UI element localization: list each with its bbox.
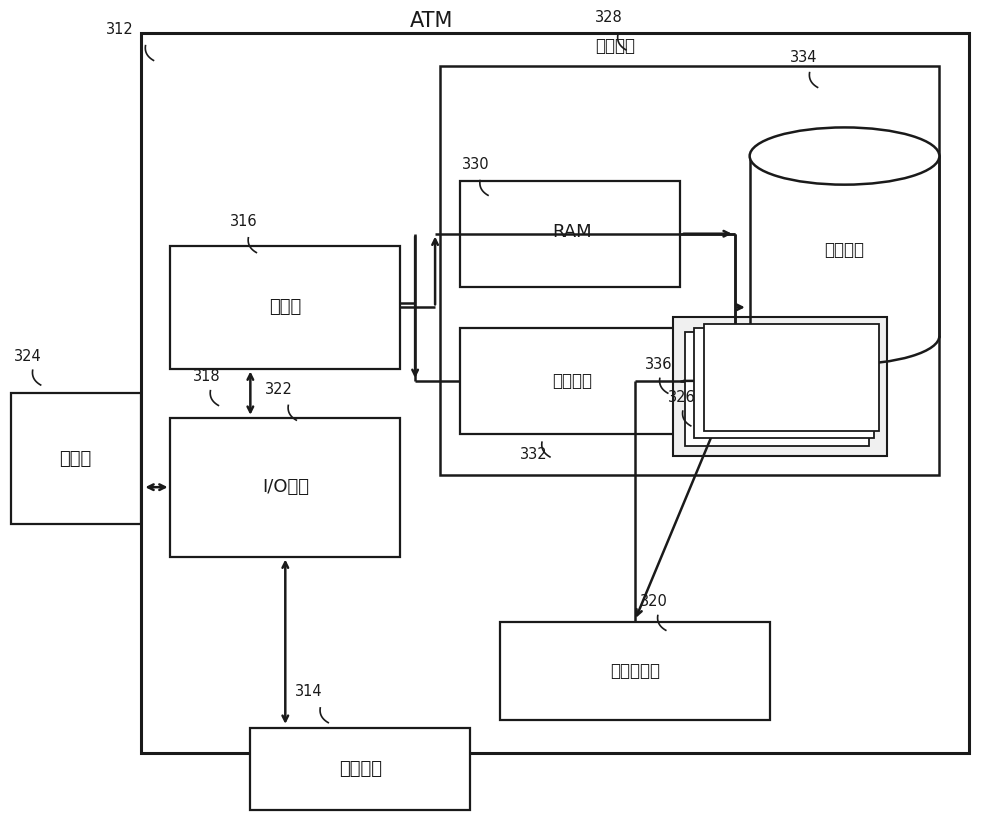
Text: 332: 332 <box>520 447 548 462</box>
Bar <box>500 622 770 720</box>
Text: RAM: RAM <box>552 223 592 241</box>
Text: 318: 318 <box>193 369 221 384</box>
Bar <box>460 328 680 434</box>
Text: 存储装置: 存储装置 <box>595 37 635 55</box>
Text: 显示器: 显示器 <box>59 450 92 468</box>
Text: 316: 316 <box>230 214 258 229</box>
Bar <box>673 317 887 456</box>
Text: 高速缓存: 高速缓存 <box>552 372 592 390</box>
Bar <box>170 418 400 557</box>
Text: 324: 324 <box>14 349 41 364</box>
Bar <box>440 66 939 475</box>
Bar <box>694 328 874 438</box>
Bar <box>11 393 140 524</box>
Bar <box>250 728 470 810</box>
Text: 320: 320 <box>640 594 668 609</box>
Text: 334: 334 <box>790 51 817 66</box>
Bar <box>460 180 680 287</box>
Text: 外部设备: 外部设备 <box>339 760 382 778</box>
Text: 314: 314 <box>295 684 323 699</box>
Text: I/O接口: I/O接口 <box>262 478 309 496</box>
Text: 312: 312 <box>106 22 133 37</box>
Bar <box>141 34 969 753</box>
Bar <box>685 332 869 446</box>
Text: 网络适配器: 网络适配器 <box>610 662 660 680</box>
Text: 322: 322 <box>265 382 293 396</box>
Bar <box>170 246 400 369</box>
Text: 328: 328 <box>595 10 623 25</box>
Bar <box>704 324 879 431</box>
Text: ATM: ATM <box>410 11 454 31</box>
Text: 326: 326 <box>668 390 696 405</box>
Text: 336: 336 <box>645 357 672 372</box>
Ellipse shape <box>750 128 939 184</box>
Text: 处理器: 处理器 <box>269 298 301 316</box>
Text: 330: 330 <box>462 156 490 172</box>
Text: 存储系统: 存储系统 <box>825 241 865 259</box>
